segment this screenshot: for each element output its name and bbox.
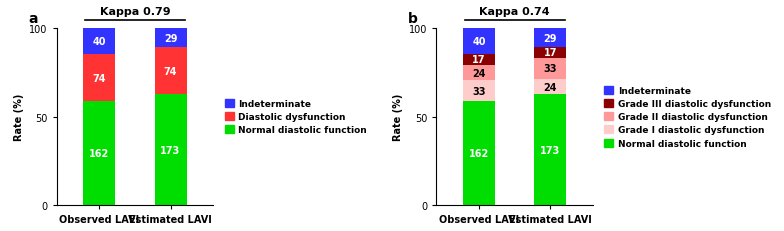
Bar [154, 95, 187, 205]
Bar [83, 29, 115, 55]
Bar [83, 55, 115, 102]
Bar [534, 29, 566, 48]
Text: 40: 40 [93, 37, 106, 47]
Text: 162: 162 [89, 149, 110, 158]
Bar [154, 29, 187, 48]
Text: 17: 17 [543, 48, 557, 58]
Text: 29: 29 [164, 33, 177, 43]
Text: 74: 74 [164, 66, 177, 76]
Text: 17: 17 [473, 55, 486, 65]
Text: 33: 33 [543, 64, 557, 74]
Text: 33: 33 [473, 86, 486, 96]
Text: b: b [408, 12, 418, 26]
Bar [463, 102, 495, 205]
Text: 29: 29 [543, 33, 557, 43]
Y-axis label: Rate (%): Rate (%) [13, 94, 24, 141]
Text: 24: 24 [543, 82, 557, 92]
Bar [463, 55, 495, 66]
Text: Kappa 0.74: Kappa 0.74 [479, 7, 550, 17]
Bar [534, 80, 566, 95]
Bar [534, 59, 566, 80]
Legend: Indeterminate, Diastolic dysfunction, Normal diastolic function: Indeterminate, Diastolic dysfunction, No… [221, 96, 370, 139]
Text: 173: 173 [540, 145, 561, 155]
Text: 74: 74 [93, 73, 106, 83]
Text: 173: 173 [161, 145, 180, 155]
Bar [534, 95, 566, 205]
Bar [534, 48, 566, 59]
Bar [463, 81, 495, 102]
Bar [154, 48, 187, 95]
Text: 40: 40 [473, 37, 486, 47]
Text: 24: 24 [473, 68, 486, 78]
Bar [463, 66, 495, 81]
Text: a: a [28, 12, 38, 26]
Legend: Indeterminate, Grade III diastolic dysfunction, Grade II diastolic dysfunction, : Indeterminate, Grade III diastolic dysfu… [601, 83, 775, 152]
Text: Kappa 0.79: Kappa 0.79 [100, 7, 170, 17]
Text: 162: 162 [469, 149, 489, 158]
Bar [463, 29, 495, 55]
Y-axis label: Rate (%): Rate (%) [394, 94, 404, 141]
Bar [83, 102, 115, 205]
